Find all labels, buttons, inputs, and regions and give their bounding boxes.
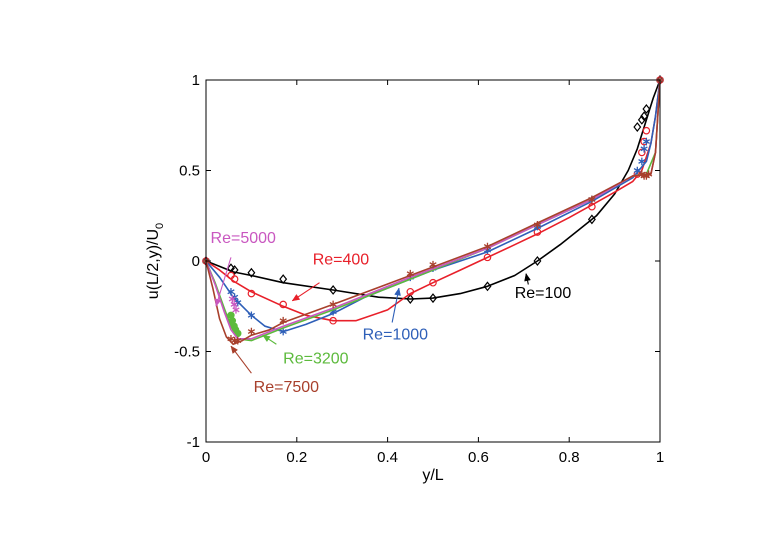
data-point-marker bbox=[640, 144, 648, 153]
annotation-label: Re=400 bbox=[313, 252, 370, 269]
x-tick-label: 0.8 bbox=[559, 449, 580, 466]
y-tick-label: -1 bbox=[187, 434, 200, 451]
annotation-label: Re=100 bbox=[515, 285, 572, 302]
data-point-marker bbox=[230, 275, 239, 283]
data-point-marker bbox=[642, 126, 651, 135]
data-point-marker bbox=[588, 195, 596, 204]
x-axis-label: y/L bbox=[422, 467, 443, 484]
annotation-re-100: Re=100 bbox=[515, 273, 572, 302]
annotation-arrow-head bbox=[524, 273, 531, 282]
series-annotations: Re=100 Re=400 Re=1000 Re=3200 Re=5000 Re=7500 bbox=[211, 230, 572, 396]
data-point-marker bbox=[230, 300, 238, 309]
series-line bbox=[205, 79, 661, 346]
data-point-marker bbox=[533, 221, 542, 229]
data-point-marker bbox=[483, 253, 492, 262]
data-point-marker bbox=[638, 157, 646, 166]
data-point-marker bbox=[640, 111, 649, 122]
data-point-marker bbox=[329, 300, 337, 309]
annotation-arrow-shaft bbox=[215, 257, 232, 307]
annotation-arrow-head bbox=[291, 293, 301, 302]
y-axis-label: u(L/2,y)/U0 bbox=[145, 223, 166, 299]
series-line bbox=[205, 79, 661, 300]
data-point-marker bbox=[587, 214, 596, 225]
annotation-label: Re=7500 bbox=[254, 379, 319, 396]
annotation-label: Re=3200 bbox=[283, 350, 348, 367]
data-point-marker bbox=[406, 269, 414, 278]
data-point-marker bbox=[247, 311, 256, 320]
data-point-marker bbox=[234, 336, 242, 345]
data-point-marker bbox=[247, 289, 256, 298]
data-point-marker bbox=[227, 287, 235, 296]
annotation-re-3200: Re=3200 bbox=[262, 334, 349, 367]
data-point-marker bbox=[279, 316, 287, 325]
data-point-marker bbox=[279, 327, 287, 336]
y-tick-label: 1 bbox=[192, 72, 200, 89]
series-re-100 bbox=[202, 75, 664, 304]
data-point-marker bbox=[406, 287, 415, 296]
data-point-marker bbox=[633, 166, 641, 175]
series-re-7500 bbox=[202, 76, 664, 346]
data-point-marker bbox=[279, 300, 287, 309]
data-point-marker bbox=[645, 170, 653, 178]
data-point-marker bbox=[406, 294, 415, 304]
data-point-marker bbox=[227, 271, 235, 280]
data-point-marker bbox=[247, 327, 256, 336]
annotation-label: Re=1000 bbox=[363, 327, 428, 344]
y-tick-label: 0 bbox=[192, 253, 200, 270]
y-tick-label: -0.5 bbox=[174, 344, 200, 361]
series-re-1000 bbox=[202, 76, 664, 336]
series-line bbox=[205, 79, 661, 322]
y-axis-label-main: u(L/2,y)/U bbox=[145, 229, 162, 299]
data-point-marker bbox=[638, 148, 646, 157]
annotation-arrow-head bbox=[262, 334, 271, 343]
x-tick-label: 0.6 bbox=[468, 449, 489, 466]
annotation-label: Re=5000 bbox=[211, 230, 276, 247]
x-tick-label: 1 bbox=[656, 449, 664, 466]
x-tick-label: 0 bbox=[202, 449, 210, 466]
data-point-marker bbox=[329, 316, 337, 325]
data-point-marker bbox=[429, 278, 437, 287]
annotation-re-400: Re=400 bbox=[291, 252, 370, 302]
y-tick-label: 0.5 bbox=[179, 163, 200, 180]
annotation-arrow-head bbox=[394, 287, 401, 296]
y-axis-label-subscript: 0 bbox=[154, 223, 166, 229]
data-point-marker bbox=[633, 122, 642, 133]
annotation-arrow-head bbox=[214, 298, 222, 307]
axis-ticks: 0 0.2 0.4 0.6 0.8 1 -1 -0.5 0 0.5 1 bbox=[174, 72, 664, 466]
data-point-marker bbox=[329, 284, 338, 295]
data-point-marker bbox=[279, 274, 288, 285]
data-point-marker bbox=[483, 281, 492, 292]
data-point-marker bbox=[429, 260, 437, 269]
annotation-arrow-head bbox=[230, 345, 239, 354]
annotation-re-1000: Re=1000 bbox=[363, 287, 428, 344]
data-point-marker bbox=[588, 202, 596, 211]
x-tick-label: 0.4 bbox=[377, 449, 398, 466]
data-point-marker bbox=[483, 242, 492, 251]
annotation-re-5000: Re=5000 bbox=[211, 230, 276, 307]
data-point-marker bbox=[642, 103, 651, 114]
data-point-marker bbox=[642, 137, 650, 146]
data-point-marker bbox=[228, 295, 236, 303]
annotation-re-7500: Re=7500 bbox=[230, 345, 319, 396]
x-tick-label: 0.2 bbox=[286, 449, 307, 466]
data-point-marker bbox=[429, 293, 437, 304]
plot-area bbox=[202, 75, 664, 346]
data-point-marker bbox=[533, 256, 542, 266]
data-point-marker bbox=[247, 267, 256, 278]
data-point-marker bbox=[230, 265, 239, 276]
data-point-marker bbox=[637, 114, 646, 125]
data-point-marker bbox=[232, 306, 240, 314]
